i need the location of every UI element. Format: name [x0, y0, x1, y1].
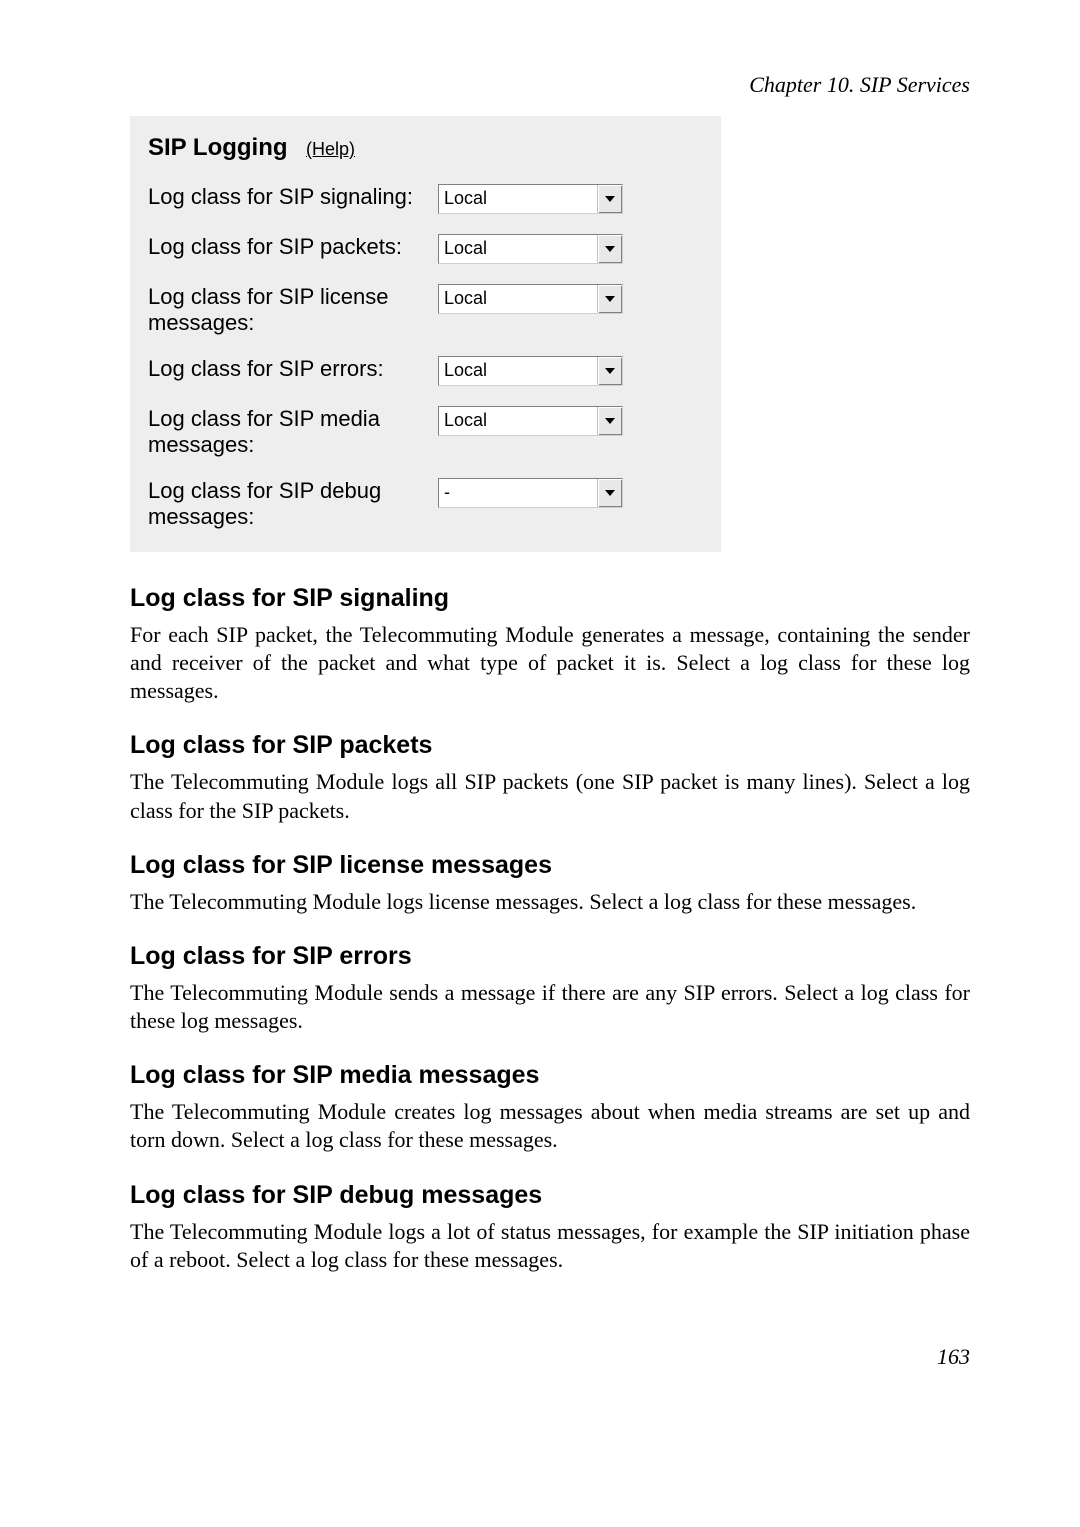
- chevron-down-icon: [597, 235, 622, 263]
- dropdown-sip-debug[interactable]: -: [438, 478, 623, 508]
- section-heading-media: Log class for SIP media messages: [130, 1061, 970, 1090]
- dropdown-sip-packets[interactable]: Local: [438, 234, 623, 264]
- dropdown-value: -: [439, 479, 597, 507]
- label-sip-debug: Log class for SIP debug messages:: [148, 478, 438, 530]
- chevron-down-icon: [597, 285, 622, 313]
- panel-title: SIP Logging: [148, 134, 288, 161]
- chapter-header: Chapter 10. SIP Services: [130, 72, 970, 98]
- dropdown-value: Local: [439, 285, 597, 313]
- help-link[interactable]: (Help): [306, 139, 355, 159]
- sip-logging-panel: SIP Logging (Help) Log class for SIP sig…: [130, 116, 721, 552]
- section-heading-packets: Log class for SIP packets: [130, 731, 970, 760]
- label-sip-media: Log class for SIP media messages:: [148, 406, 438, 458]
- section-heading-signaling: Log class for SIP signaling: [130, 584, 970, 613]
- dropdown-sip-license[interactable]: Local: [438, 284, 623, 314]
- dropdown-sip-media[interactable]: Local: [438, 406, 623, 436]
- chevron-down-icon: [597, 185, 622, 213]
- section-heading-errors: Log class for SIP errors: [130, 942, 970, 971]
- section-heading-license: Log class for SIP license messages: [130, 851, 970, 880]
- dropdown-value: Local: [439, 185, 597, 213]
- dropdown-value: Local: [439, 235, 597, 263]
- section-body-license: The Telecommuting Module logs license me…: [130, 888, 970, 916]
- section-body-errors: The Telecommuting Module sends a message…: [130, 979, 970, 1035]
- page-number: 163: [130, 1344, 970, 1370]
- label-sip-signaling: Log class for SIP signaling:: [148, 184, 438, 210]
- label-sip-errors: Log class for SIP errors:: [148, 356, 438, 382]
- dropdown-sip-signaling[interactable]: Local: [438, 184, 623, 214]
- section-heading-debug: Log class for SIP debug messages: [130, 1181, 970, 1210]
- section-body-signaling: For each SIP packet, the Telecommuting M…: [130, 621, 970, 705]
- section-body-packets: The Telecommuting Module logs all SIP pa…: [130, 768, 970, 824]
- chevron-down-icon: [597, 407, 622, 435]
- chevron-down-icon: [597, 479, 622, 507]
- section-body-debug: The Telecommuting Module logs a lot of s…: [130, 1218, 970, 1274]
- dropdown-sip-errors[interactable]: Local: [438, 356, 623, 386]
- section-body-media: The Telecommuting Module creates log mes…: [130, 1098, 970, 1154]
- label-sip-packets: Log class for SIP packets:: [148, 234, 438, 260]
- chevron-down-icon: [597, 357, 622, 385]
- label-sip-license: Log class for SIP license messages:: [148, 284, 438, 336]
- dropdown-value: Local: [439, 357, 597, 385]
- dropdown-value: Local: [439, 407, 597, 435]
